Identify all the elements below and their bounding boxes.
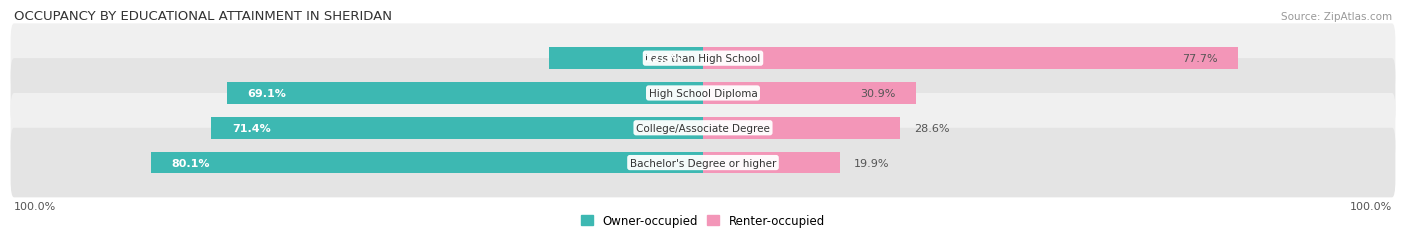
- Bar: [703, 152, 841, 174]
- Bar: [152, 152, 703, 174]
- FancyBboxPatch shape: [11, 24, 1395, 94]
- Text: 22.3%: 22.3%: [644, 54, 682, 64]
- Text: Less than High School: Less than High School: [645, 54, 761, 64]
- Legend: Owner-occupied, Renter-occupied: Owner-occupied, Renter-occupied: [581, 214, 825, 227]
- Text: Source: ZipAtlas.com: Source: ZipAtlas.com: [1281, 12, 1392, 22]
- FancyBboxPatch shape: [11, 94, 1395, 163]
- FancyBboxPatch shape: [11, 128, 1395, 198]
- Text: 19.9%: 19.9%: [853, 158, 890, 168]
- Text: Bachelor's Degree or higher: Bachelor's Degree or higher: [630, 158, 776, 168]
- Text: 28.6%: 28.6%: [914, 123, 949, 133]
- Text: 71.4%: 71.4%: [232, 123, 270, 133]
- Bar: [703, 48, 1239, 70]
- Text: OCCUPANCY BY EDUCATIONAL ATTAINMENT IN SHERIDAN: OCCUPANCY BY EDUCATIONAL ATTAINMENT IN S…: [14, 10, 392, 23]
- Bar: [703, 118, 900, 139]
- Text: 77.7%: 77.7%: [1182, 54, 1218, 64]
- FancyBboxPatch shape: [11, 59, 1395, 128]
- Text: High School Diploma: High School Diploma: [648, 88, 758, 99]
- Text: 100.0%: 100.0%: [1350, 201, 1392, 211]
- Text: 100.0%: 100.0%: [14, 201, 56, 211]
- Text: 80.1%: 80.1%: [172, 158, 211, 168]
- Bar: [703, 83, 915, 104]
- Text: College/Associate Degree: College/Associate Degree: [636, 123, 770, 133]
- Bar: [211, 118, 703, 139]
- Text: 69.1%: 69.1%: [247, 88, 287, 99]
- Bar: [226, 83, 703, 104]
- Bar: [550, 48, 703, 70]
- Text: 30.9%: 30.9%: [860, 88, 896, 99]
